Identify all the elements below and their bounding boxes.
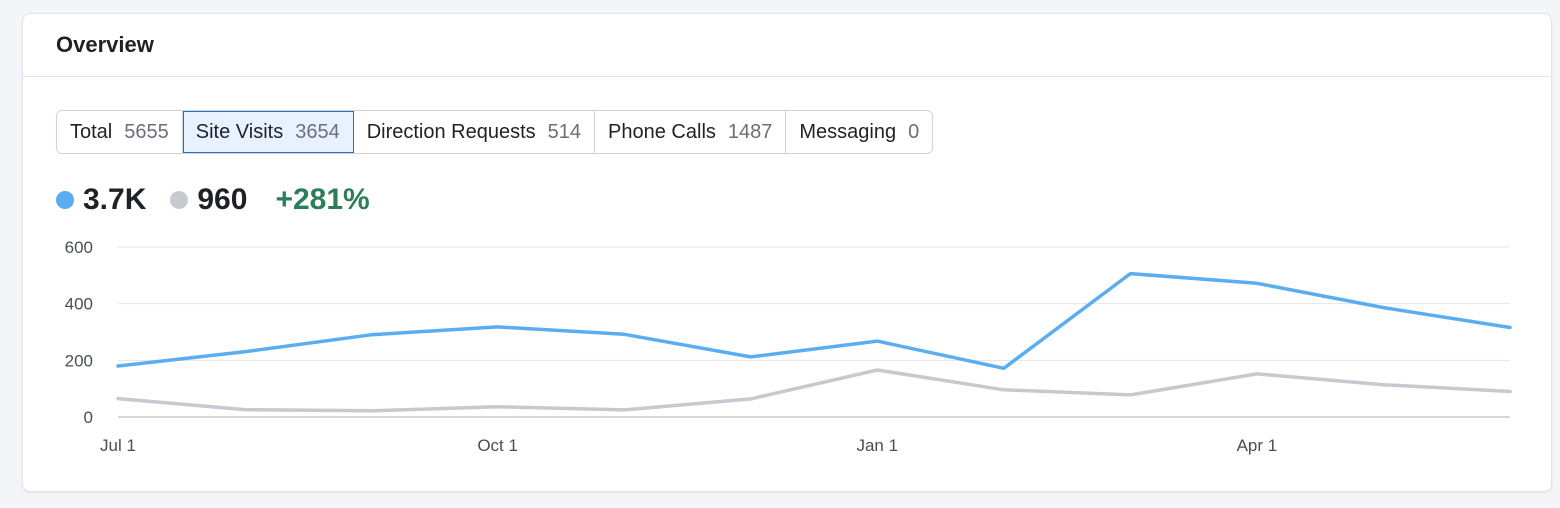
tab-site-visits[interactable]: Site Visits 3654	[182, 111, 354, 153]
tab-total[interactable]: Total 5655	[57, 111, 183, 153]
tab-count: 5655	[124, 120, 169, 143]
card-title: Overview	[56, 32, 154, 57]
previous-series-line	[116, 368, 1512, 413]
metric-tabs: Total 5655 Site Visits 3654 Direction Re…	[56, 110, 934, 154]
tab-count: 1487	[727, 120, 773, 143]
tab-phone-calls[interactable]: Phone Calls 1487	[595, 111, 787, 153]
tab-label: Messaging	[799, 120, 897, 143]
y-tick-label: 400	[65, 295, 93, 314]
current-metric: 3.7K	[56, 183, 146, 217]
change-percent: +281%	[275, 183, 370, 216]
x-tick-label: Oct 1	[477, 436, 518, 455]
previous-metric: 960	[170, 183, 247, 217]
tab-count: 514	[547, 120, 582, 143]
tab-count: 3654	[295, 120, 340, 143]
x-tick-label: Jul 1	[100, 436, 136, 455]
tab-label: Total	[70, 120, 113, 143]
tab-label: Site Visits	[195, 120, 284, 143]
tab-direction-requests[interactable]: Direction Requests 514	[354, 111, 596, 153]
current-series-line	[116, 271, 1512, 371]
current-value: 3.7K	[83, 183, 147, 216]
current-series-dot-icon	[56, 191, 74, 209]
y-tick-label: 200	[65, 351, 93, 370]
card-header: Overview	[23, 14, 1551, 77]
overview-card: Overview Total 5655 Site Visits 3654 Dir…	[22, 13, 1552, 492]
tab-label: Direction Requests	[366, 120, 536, 143]
y-tick-label: 0	[84, 408, 93, 427]
x-tick-label: Apr 1	[1237, 436, 1278, 455]
x-tick-label: Jan 1	[856, 436, 898, 455]
summary-metrics: 3.7K 960 +281%	[56, 182, 370, 218]
tab-label: Phone Calls	[608, 120, 716, 143]
y-tick-label: 600	[65, 238, 93, 257]
tab-count: 0	[908, 120, 920, 143]
previous-series-dot-icon	[170, 191, 189, 209]
tab-messaging[interactable]: Messaging 0	[786, 111, 932, 153]
previous-value: 960	[197, 183, 248, 216]
